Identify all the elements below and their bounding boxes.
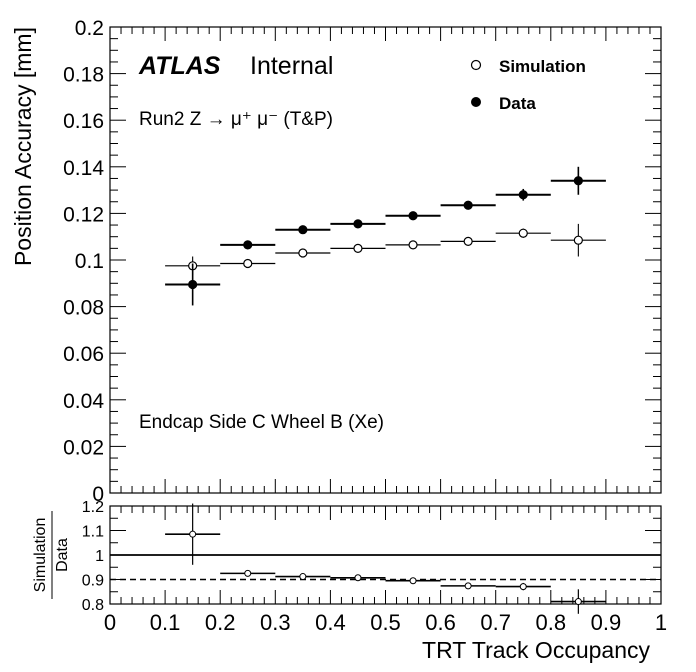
ratio-y-tick-label: 1 (95, 548, 104, 565)
x-tick-label: 0.1 (150, 610, 181, 635)
ratio-point (385, 577, 441, 585)
main-axis-ticks: 0 0.02 0.04 0.06 0.08 0.1 0.12 0.14 0.16 0.18 0.2 (63, 17, 662, 506)
main-y-tick-label: 0.16 (63, 110, 104, 133)
data-point (440, 200, 496, 210)
ratio-y-tick-label: 0.8 (82, 597, 104, 614)
ratio-point (550, 589, 606, 614)
main-y-tick-label: 0 (92, 483, 104, 506)
point-marker (408, 240, 418, 250)
point-marker (298, 248, 308, 258)
simulation-point (440, 236, 496, 246)
atlas-internal-label: Internal (250, 52, 333, 80)
main-y-tick-label: 0.02 (63, 436, 104, 459)
point-marker (243, 258, 253, 269)
simulation-point (275, 248, 331, 258)
point-marker (573, 176, 583, 186)
main-y-tick-label: 0.08 (63, 297, 104, 320)
point-marker (353, 219, 363, 229)
point-marker (353, 243, 363, 253)
main-y-axis-title: Position Accuracy [mm] (10, 27, 36, 266)
point-marker (518, 190, 528, 200)
main-y-tick-label: 0.06 (63, 343, 104, 366)
point-marker (244, 569, 252, 577)
x-tick-label: 0.7 (480, 610, 511, 635)
simulation-point (385, 240, 441, 250)
ratio-point (220, 569, 276, 577)
main-y-tick-label: 0.14 (63, 157, 104, 180)
x-tick-label: 0 (104, 610, 116, 635)
ratio-y-tick-label: 1.1 (82, 524, 104, 541)
legend-marker-simulation (470, 59, 482, 71)
point-marker (354, 574, 362, 582)
x-tick-label: 1 (655, 610, 667, 635)
point-marker (243, 240, 253, 250)
ratio-point (440, 582, 496, 590)
data-point (275, 225, 331, 235)
ratio-y-title-numerator: Simulation (32, 518, 49, 593)
point-marker (464, 582, 472, 590)
legend-marker-data (471, 97, 481, 107)
main-y-tick-label: 0.18 (63, 64, 104, 87)
x-tick-label: 0.5 (370, 610, 401, 635)
data-point (385, 211, 441, 221)
point-marker (518, 228, 528, 238)
simulation-point (550, 223, 606, 257)
annotation-run2: Run2 Z → μ⁺ μ⁻ (T&P) (139, 109, 333, 130)
point-marker (188, 279, 198, 290)
x-tick-label: 0.9 (591, 610, 622, 635)
ratio-y-tick-label: 1.2 (82, 499, 104, 516)
point-marker (519, 583, 527, 591)
data-point (550, 166, 606, 195)
point-marker (574, 598, 582, 606)
ratio-point (165, 503, 221, 565)
main-y-tick-label: 0.12 (63, 203, 104, 226)
point-marker (463, 200, 473, 210)
data-point (330, 219, 386, 229)
simulation-point (220, 258, 276, 269)
ratio-data-points (165, 503, 606, 614)
legend: Simulation Data (470, 57, 586, 113)
main-y-tick-label: 0.2 (75, 17, 104, 40)
ratio-y-title-denominator: Data (54, 538, 71, 572)
ratio-y-tick-label: 0.9 (82, 573, 104, 590)
x-tick-label: 0.3 (260, 610, 291, 635)
ratio-reference-lines (110, 554, 661, 581)
simulation-point (330, 243, 386, 253)
x-tick-label: 0.4 (315, 610, 346, 635)
x-tick-label: 0.2 (205, 610, 236, 635)
point-marker (298, 225, 308, 235)
point-marker (299, 573, 307, 581)
simulation-point (495, 228, 551, 238)
data-point (220, 240, 276, 250)
x-tick-label: 0.8 (536, 610, 567, 635)
ratio-axis-ticks: 0.8 0.9 1 1.1 1.2 0 0.1 0.2 0.3 0.4 0.5 0.6 0.7 0.8 0.… (82, 499, 667, 635)
data-point (165, 263, 221, 306)
point-marker (463, 236, 473, 246)
point-marker (408, 211, 418, 221)
main-y-tick-label: 0.1 (75, 250, 104, 273)
point-marker (189, 530, 197, 538)
data-point (495, 188, 551, 201)
main-data-points (165, 166, 606, 306)
ratio-point (330, 574, 386, 582)
annotation-endcap: Endcap Side C Wheel B (Xe) (139, 412, 384, 433)
point-marker (573, 235, 583, 245)
legend-label-simulation: Simulation (499, 57, 586, 76)
ratio-point (495, 582, 551, 591)
ratio-y-axis-title: Simulation Data (32, 511, 71, 599)
x-axis-title: TRT Track Occupancy (422, 637, 650, 663)
atlas-label: ATLAS (138, 52, 221, 80)
x-tick-label: 0.6 (425, 610, 456, 635)
legend-label-data: Data (499, 94, 536, 113)
main-y-tick-label: 0.04 (63, 390, 104, 413)
point-marker (409, 577, 417, 585)
ratio-point (275, 573, 331, 581)
